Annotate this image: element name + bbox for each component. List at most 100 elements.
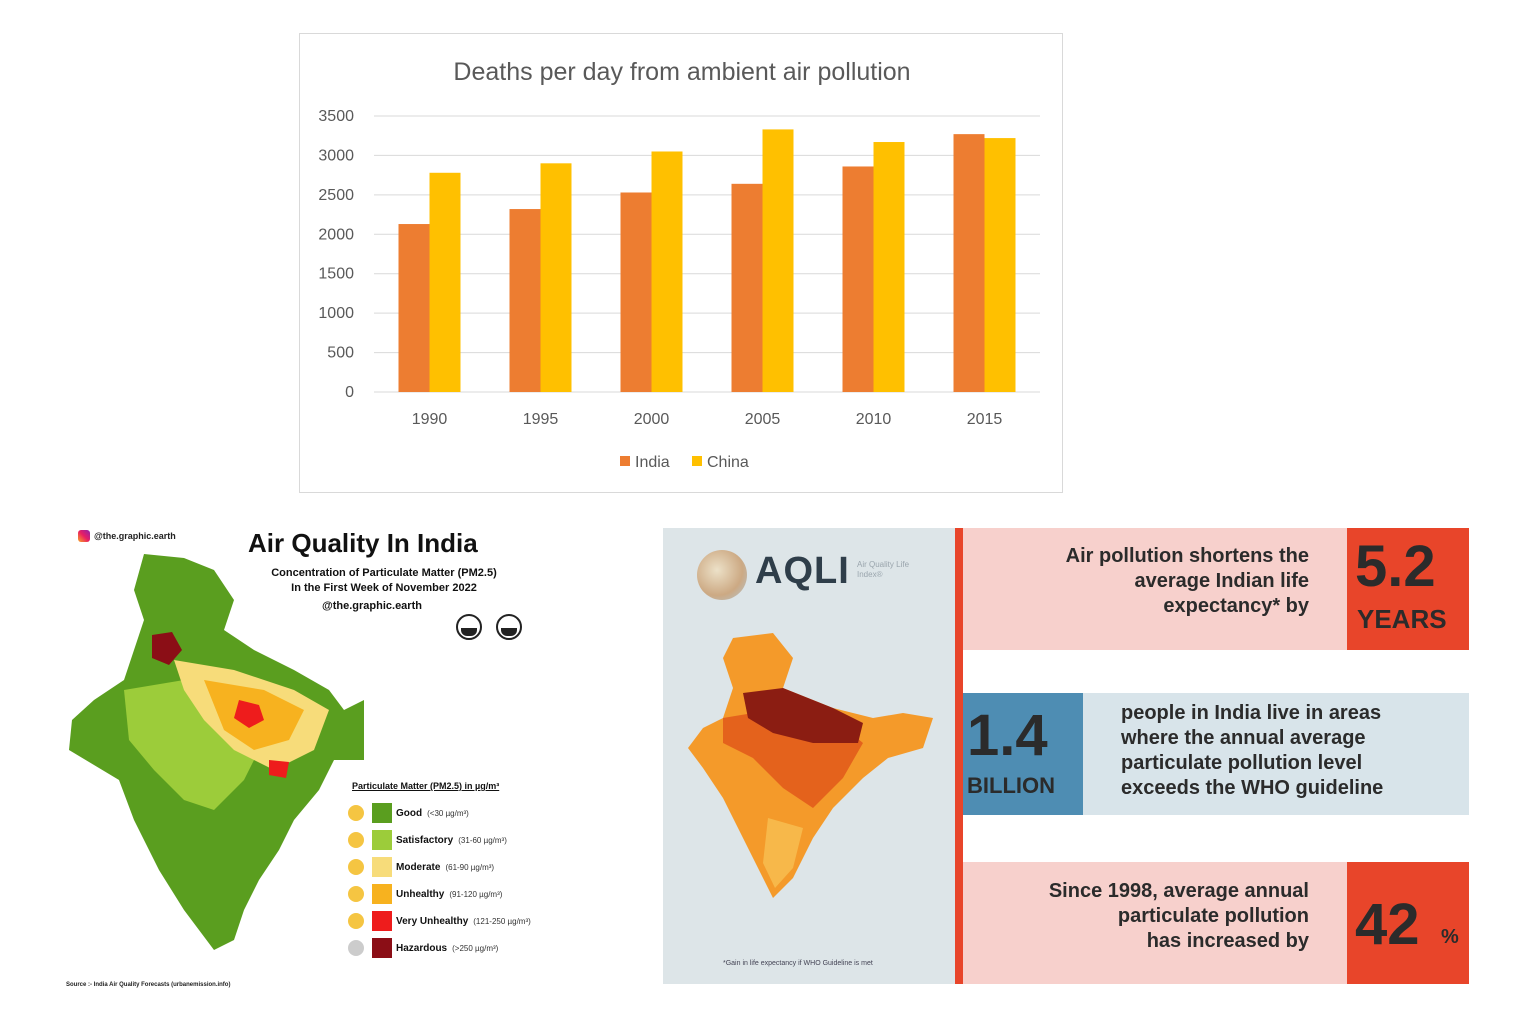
y-tick-label: 1500 <box>318 266 354 283</box>
y-tick-label: 2500 <box>318 187 354 204</box>
aqli-infographic-panel: AQLI Air Quality Life Index® *Gain in li… <box>663 528 1469 984</box>
stat-text-line: people in India live in areas <box>1121 702 1382 724</box>
y-tick-label: 3500 <box>318 108 354 125</box>
map-handle: @the.graphic.earth <box>322 600 422 612</box>
map-region-very-unhealthy <box>234 700 289 778</box>
legend-label: Hazardous <box>396 942 448 954</box>
legend-label-india: India <box>635 454 670 471</box>
bar-china-2010 <box>873 142 905 392</box>
handle-text: @the.graphic.earth <box>94 531 176 541</box>
legend-item: Moderate (61-90 µg/m³) <box>348 856 494 878</box>
stat-text-line: where the annual average <box>1121 727 1366 749</box>
bar-china-2015 <box>984 138 1016 392</box>
bar-india-2015 <box>953 134 985 392</box>
bar-india-2005 <box>731 183 763 392</box>
stat-text: Since 1998, average annual particulate p… <box>1049 879 1309 954</box>
y-tick-label: 3000 <box>318 147 354 164</box>
bar-chart-panel: Deaths per day from ambient air pollutio… <box>299 33 1063 493</box>
face-emoji-icon <box>348 832 364 848</box>
face-emoji-icon <box>348 913 364 929</box>
stat-box: 5.2 YEARS <box>1347 528 1469 650</box>
bar-india-1990 <box>398 224 430 392</box>
legend-swatch-india <box>620 456 630 466</box>
stat-text-line: Air pollution shortens the <box>1065 545 1309 567</box>
legend-label: Good <box>396 807 423 819</box>
stat-text-line: particulate pollution level <box>1121 752 1363 774</box>
bar-chart: Deaths per day from ambient air pollutio… <box>318 58 1040 471</box>
stat-text-line: expectancy* by <box>1163 595 1309 617</box>
stat-box: 42 % <box>1347 862 1469 984</box>
stat-text-line: exceeds the WHO guideline <box>1121 777 1384 799</box>
legend-swatch <box>372 803 392 823</box>
face-emoji-icon <box>348 886 364 902</box>
legend-title: Particulate Matter (PM2.5) in µg/m³ <box>352 781 500 791</box>
map-title: Air Quality In India <box>248 528 478 558</box>
y-tick-label: 500 <box>327 345 354 362</box>
stat-text: Air pollution shortens the average India… <box>1066 544 1309 619</box>
skull-icon <box>348 940 364 956</box>
bar-china-1990 <box>429 172 461 392</box>
aqli-logo-subtitle: Air Quality Life Index® <box>857 560 910 579</box>
stat-number: 5.2 <box>1355 534 1436 599</box>
legend-range: (>250 µg/m³) <box>452 943 499 953</box>
legend-item: Very Unhealthy (121-250 µg/m³) <box>348 910 531 932</box>
map-subtitle-line2: In the First Week of November 2022 <box>291 582 477 594</box>
stat-life-expectancy: Air pollution shortens the average India… <box>963 528 1469 650</box>
divider-bar <box>955 528 963 984</box>
y-tick-label: 1000 <box>318 305 354 322</box>
aqli-map-column: AQLI Air Quality Life Index® *Gain in li… <box>663 528 955 984</box>
legend-swatch <box>372 857 392 877</box>
legend-range: (121-250 µg/m³) <box>473 916 531 926</box>
stat-text-line: Since 1998, average annual <box>1048 880 1309 902</box>
legend-swatch <box>372 911 392 931</box>
stat-number: 42 <box>1355 892 1420 957</box>
stat-box: 1.4 BILLION <box>963 693 1083 815</box>
legend-swatch-china <box>692 456 702 466</box>
aqli-footnote: *Gain in life expectancy if WHO Guidelin… <box>723 960 873 967</box>
aqli-logo: AQLI <box>755 550 850 592</box>
legend-label: Unhealthy <box>396 888 445 900</box>
legend-label: Very Unhealthy <box>396 915 469 927</box>
legend-label: Satisfactory <box>396 834 454 846</box>
legend-item: Unhealthy (91-120 µg/m³) <box>348 883 502 905</box>
bar-china-2000 <box>651 151 683 392</box>
bar-china-1995 <box>540 163 572 392</box>
map-region-light <box>763 818 803 888</box>
globe-icon <box>697 550 747 600</box>
x-tick-label: 2015 <box>967 411 1003 428</box>
legend-item: Satisfactory (31-60 µg/m³) <box>348 829 507 851</box>
legend-range: (61-90 µg/m³) <box>445 862 495 872</box>
stat-pollution-increase: Since 1998, average annual particulate p… <box>963 862 1469 984</box>
map-subtitle: Concentration of Particulate Matter (PM2… <box>234 566 532 596</box>
legend-label-china: China <box>707 454 749 471</box>
stat-text: people in India live in areas where the … <box>1121 701 1383 801</box>
legend-range: (31-60 µg/m³) <box>458 835 507 845</box>
india-pm25-map <box>69 554 364 950</box>
map-region-hazardous <box>152 632 182 665</box>
legend-item: Hazardous (>250 µg/m³) <box>348 937 498 959</box>
chart-title: Deaths per day from ambient air pollutio… <box>453 58 910 86</box>
x-tick-label: 1990 <box>412 411 448 428</box>
aqli-india-map <box>688 633 933 898</box>
legend-swatch <box>372 830 392 850</box>
instagram-handle: @the.graphic.earth <box>78 530 176 542</box>
bar-china-2005 <box>762 129 794 393</box>
stat-text-line: has increased by <box>1146 930 1309 952</box>
face-emoji-icon <box>348 805 364 821</box>
legend-label: Moderate <box>396 861 441 873</box>
stat-number: 1.4 <box>967 703 1048 768</box>
instagram-icon <box>78 530 90 542</box>
stat-unit: % <box>1441 926 1459 948</box>
legend-swatch <box>372 938 392 958</box>
bar-india-1995 <box>509 209 541 392</box>
stat-population: 1.4 BILLION people in India live in area… <box>963 693 1469 815</box>
y-tick-label: 2000 <box>318 226 354 243</box>
legend-item: Good (<30 µg/m³) <box>348 802 469 824</box>
x-tick-label: 2000 <box>634 411 670 428</box>
legend-swatch <box>372 884 392 904</box>
stat-unit: YEARS <box>1357 604 1447 634</box>
bar-india-2010 <box>842 166 874 392</box>
bar-india-2000 <box>620 192 652 392</box>
face-mask-icon <box>496 614 522 640</box>
x-tick-label: 2005 <box>745 411 781 428</box>
